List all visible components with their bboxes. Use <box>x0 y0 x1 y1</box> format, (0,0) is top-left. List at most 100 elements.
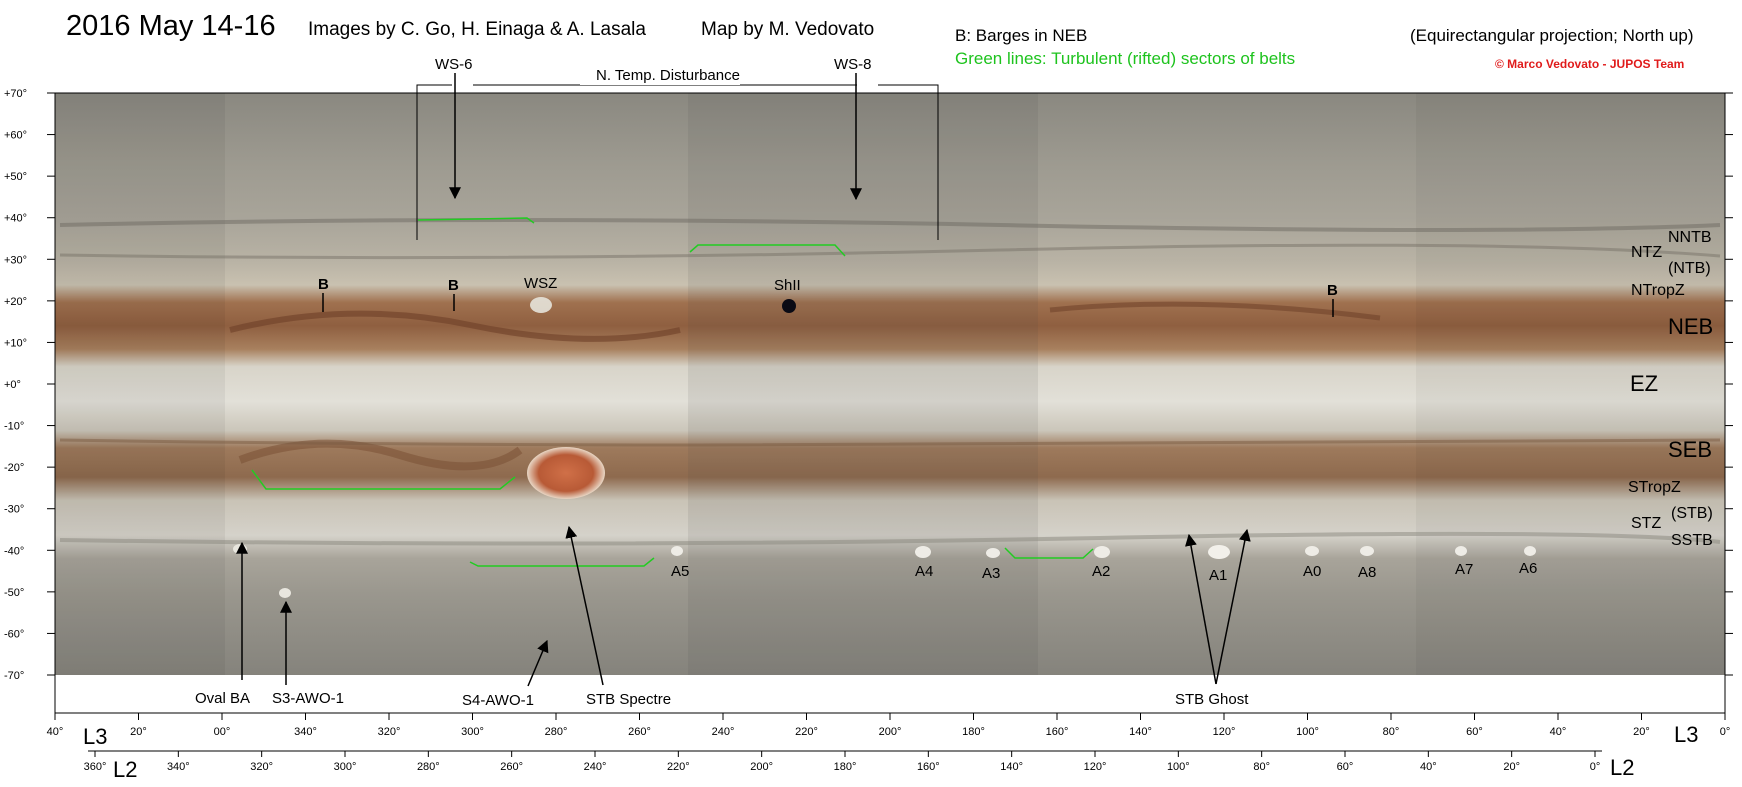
l2-tick-label: 360° <box>84 761 107 773</box>
l3-tick-label: 120° <box>1213 726 1236 738</box>
l3-axis: 40° 20° 00° 340° 320° 300° 280° 260° 240° 220° 200… <box>47 712 1731 738</box>
lat-tick-label: +60° <box>4 130 27 142</box>
lat-tick-label: +40° <box>4 213 27 225</box>
svg-text:A8: A8 <box>1358 564 1376 581</box>
ez-label: EZ <box>1630 371 1658 396</box>
ntd-label: N. Temp. Disturbance <box>596 67 740 84</box>
lat-tick-label: -40° <box>4 545 24 557</box>
svg-text:B: B <box>448 277 459 294</box>
projection-note: (Equirectangular projection; North up) <box>1410 26 1694 45</box>
wsz-label: WSZ <box>524 275 557 292</box>
map-title: 2016 May 14-16 <box>66 10 276 42</box>
ntropz-label: NTropZ <box>1631 282 1685 299</box>
lat-tick-label: +20° <box>4 296 27 308</box>
l2-tick-label: 60° <box>1337 761 1354 773</box>
shadow-label: ShII <box>774 277 801 294</box>
sstb-label: SSTB <box>1671 532 1713 549</box>
l3-tick-label: 40° <box>47 726 64 738</box>
oval-labels: A5 A4 A3 A2 A1 A0 A8 A7 A6 <box>671 560 1537 584</box>
barge-markers: B B B <box>318 276 1338 317</box>
svg-text:A5: A5 <box>671 563 689 580</box>
l3-tick-label: 320° <box>378 726 401 738</box>
l2-tick-label: 260° <box>500 761 523 773</box>
lat-tick-label: -70° <box>4 670 24 682</box>
l3-tick-label: 340° <box>294 726 317 738</box>
stb-ghost-arrow-left <box>1185 533 1217 685</box>
l2-tick-label: 0° <box>1590 761 1601 773</box>
l2-tick-label: 40° <box>1420 761 1437 773</box>
l3-tick-label: 140° <box>1129 726 1152 738</box>
l2-tick-label: 240° <box>584 761 607 773</box>
l2-tick-label: 340° <box>167 761 190 773</box>
stb-ghost-arrow-right <box>1215 528 1251 685</box>
lat-tick-label: -30° <box>4 504 24 516</box>
l2-tick-label: 20° <box>1503 761 1520 773</box>
l3-tick-label: 00° <box>214 726 231 738</box>
l2-right-label: L2 <box>1610 755 1634 780</box>
l2-tick-label: 280° <box>417 761 440 773</box>
lat-tick-label: -10° <box>4 421 24 433</box>
lat-tick-label: +10° <box>4 337 27 349</box>
l2-left-label: L2 <box>113 757 137 782</box>
svg-text:A7: A7 <box>1455 561 1473 578</box>
copyright: © Marco Vedovato - JUPOS Team <box>1495 57 1685 71</box>
l3-tick-label: 40° <box>1550 726 1567 738</box>
svg-text:B: B <box>1327 282 1338 299</box>
belt-labels: NNTB NTZ (NTB) NTropZ NEB EZ SEB STropZ … <box>1628 229 1713 549</box>
lat-tick-label: -60° <box>4 628 24 640</box>
stb-ghost-label: STB Ghost <box>1175 691 1249 708</box>
l2-tick-label: 300° <box>334 761 357 773</box>
neb-label: NEB <box>1668 314 1713 339</box>
planet-image <box>55 93 1725 675</box>
stb-label: (STB) <box>1671 505 1713 522</box>
l2-tick-label: 140° <box>1000 761 1023 773</box>
svg-text:A6: A6 <box>1519 560 1537 577</box>
great-red-spot <box>527 447 605 499</box>
l2-axis: 360° 340° 320° 300° 280° 260° 240° 220° 200° 180°… <box>84 750 1602 773</box>
legend-green-lines: Green lines: Turbulent (rifted) sectors … <box>955 49 1296 68</box>
shadow-spot <box>782 299 796 313</box>
l3-tick-label: 100° <box>1296 726 1319 738</box>
map-author: Map by M. Vedovato <box>701 19 875 40</box>
l2-tick-label: 320° <box>250 761 273 773</box>
latitude-axis: +70° +60° +50° +40° +30° +20° +10° +0° -10° -20° -… <box>4 88 1733 682</box>
l3-left-label: L3 <box>83 724 107 749</box>
l3-tick-label: 0° <box>1720 726 1731 738</box>
l3-right-label: L3 <box>1674 722 1698 747</box>
svg-text:A3: A3 <box>982 565 1000 582</box>
lat-tick-label: +70° <box>4 88 27 100</box>
l3-tick-label: 280° <box>545 726 568 738</box>
l2-tick-label: 220° <box>667 761 690 773</box>
ws6-label: WS-6 <box>435 56 473 73</box>
rifted-sectors <box>251 217 1094 567</box>
ws8-label: WS-8 <box>834 56 872 73</box>
l3-tick-label: 60° <box>1466 726 1483 738</box>
stb-spectre-label: STB Spectre <box>586 691 671 708</box>
svg-text:B: B <box>318 276 329 293</box>
lat-tick-label: -50° <box>4 587 24 599</box>
l3-tick-label: 180° <box>962 726 985 738</box>
image-credits: Images by C. Go, H. Einaga & A. Lasala <box>308 19 646 40</box>
l2-tick-label: 160° <box>917 761 940 773</box>
s3-label: S3-AWO-1 <box>272 690 344 707</box>
oval-ba-label: Oval BA <box>195 690 250 707</box>
l2-tick-label: 120° <box>1084 761 1107 773</box>
s4-label: S4-AWO-1 <box>462 692 534 709</box>
stropz-label: STropZ <box>1628 479 1681 496</box>
l3-tick-label: 200° <box>879 726 902 738</box>
lat-tick-label: +30° <box>4 254 27 266</box>
svg-text:A4: A4 <box>915 563 933 580</box>
svg-text:A2: A2 <box>1092 563 1110 580</box>
svg-text:A0: A0 <box>1303 563 1321 580</box>
l2-tick-label: 100° <box>1167 761 1190 773</box>
legend-barges: B: Barges in NEB <box>955 26 1088 45</box>
nntb-label: NNTB <box>1668 229 1712 246</box>
l3-tick-label: 20° <box>130 726 147 738</box>
svg-text:A1: A1 <box>1209 567 1227 584</box>
s4-arrow <box>527 639 549 687</box>
l3-tick-label: 260° <box>628 726 651 738</box>
l3-tick-label: 220° <box>795 726 818 738</box>
lat-tick-label: -20° <box>4 462 24 474</box>
seb-label: SEB <box>1668 437 1712 462</box>
lat-tick-label: +50° <box>4 171 27 183</box>
